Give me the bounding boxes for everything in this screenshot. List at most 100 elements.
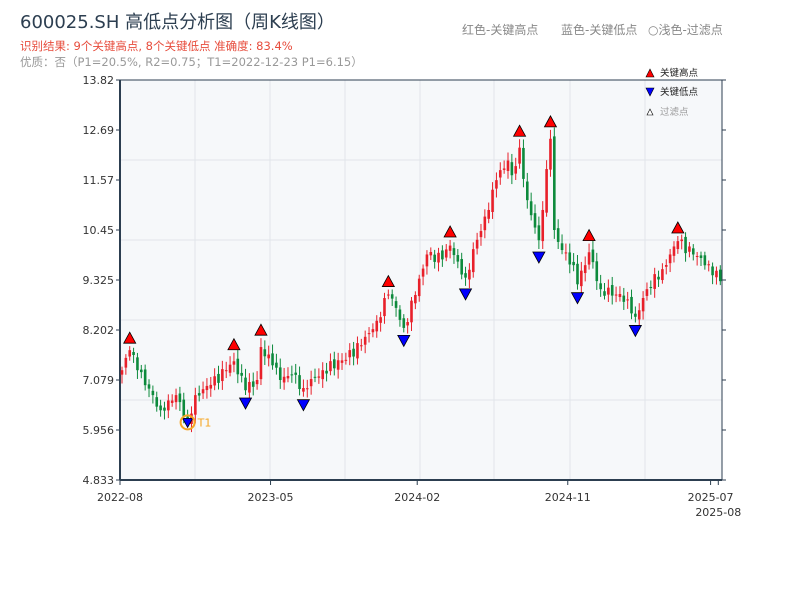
- candle-body: [205, 385, 209, 391]
- candle-body: [402, 318, 406, 328]
- candle-body: [271, 353, 274, 366]
- candle-body: [583, 265, 587, 274]
- candle-body: [290, 374, 294, 376]
- candle-body: [394, 301, 398, 308]
- candle-body: [580, 270, 583, 287]
- candle-body: [545, 169, 548, 213]
- candle-body: [707, 264, 711, 266]
- candle-body: [159, 405, 162, 411]
- candle-body: [414, 294, 417, 304]
- candle-body: [572, 261, 575, 266]
- candle-body: [715, 270, 718, 278]
- plot-background: [120, 80, 722, 480]
- candle-body: [174, 395, 178, 403]
- candle-body: [703, 255, 707, 266]
- x-tick-label: 2025-08: [695, 506, 741, 519]
- candle-body: [197, 393, 201, 396]
- y-tick-label: 8.202: [83, 324, 115, 337]
- key-high-marker: [381, 274, 396, 287]
- legend-high-label: 关键高点: [660, 67, 699, 79]
- candle-body: [336, 360, 340, 370]
- candle-body: [209, 384, 213, 389]
- candle-body: [182, 399, 186, 417]
- legend-low-icon: [645, 87, 655, 97]
- candle-body: [132, 352, 135, 356]
- candle-body: [522, 147, 525, 179]
- candle-body: [379, 317, 382, 323]
- candle-body: [302, 388, 305, 392]
- legend-low-label: 关键低点: [660, 86, 699, 98]
- candle-body: [475, 239, 479, 249]
- x-tick-label: 2024-02: [394, 491, 440, 504]
- y-tick-label: 11.57: [83, 174, 115, 187]
- candle-body: [699, 255, 703, 258]
- candle-body: [425, 254, 429, 267]
- candle-body: [468, 269, 471, 280]
- key-low-marker: [458, 288, 473, 301]
- candle-body: [676, 241, 680, 250]
- candle-body: [684, 236, 687, 254]
- candle-body: [147, 384, 151, 389]
- candle-body: [471, 249, 475, 273]
- candle-body: [618, 294, 622, 298]
- candle-body: [329, 361, 332, 372]
- y-tick-label: 5.956: [83, 424, 115, 437]
- y-tick-label: 10.45: [83, 224, 115, 237]
- candle-body: [657, 276, 660, 280]
- candle-body: [603, 291, 606, 296]
- candle-body: [333, 359, 336, 369]
- candle-body: [560, 243, 564, 251]
- candle-body: [325, 370, 328, 374]
- key-low-marker: [570, 292, 585, 305]
- candle-body: [163, 407, 166, 411]
- candle-body: [371, 329, 375, 333]
- candle-body: [576, 263, 579, 285]
- key-high-marker: [671, 221, 685, 234]
- candle-body: [502, 168, 506, 170]
- candle-body: [483, 216, 487, 231]
- candle-body: [128, 350, 132, 357]
- candle-body: [556, 228, 560, 242]
- candle-body: [143, 369, 147, 386]
- result-summary: 识别结果: 9个关键高点, 8个关键低点 准确度: 83.4%: [20, 39, 293, 53]
- candle-body: [251, 381, 255, 387]
- candle-body: [194, 395, 197, 415]
- candle-body: [167, 400, 170, 411]
- candle-body: [487, 209, 490, 219]
- candle-body: [236, 358, 240, 375]
- candle-body: [506, 160, 510, 171]
- candle-body: [680, 239, 683, 242]
- candle-body: [375, 320, 379, 332]
- key-high-marker: [543, 115, 558, 128]
- candle-body: [221, 369, 224, 382]
- candle-body: [614, 294, 618, 296]
- candle-body: [213, 376, 216, 386]
- candle-body: [441, 250, 444, 260]
- candle-body: [437, 252, 440, 263]
- candle-body: [541, 209, 545, 242]
- candle-body: [232, 361, 236, 365]
- candle-body: [309, 379, 313, 387]
- candle-body: [410, 300, 413, 323]
- candle-body: [421, 268, 425, 277]
- candle-body: [549, 138, 552, 170]
- candle-body: [429, 251, 433, 256]
- candle-body: [599, 283, 602, 290]
- candle-body: [661, 269, 664, 281]
- candle-body: [607, 287, 610, 295]
- candle-body: [591, 249, 595, 263]
- candle-body: [120, 370, 124, 375]
- candle-body: [564, 252, 568, 254]
- candle-body: [267, 354, 270, 359]
- y-tick-label: 9.325: [83, 274, 115, 287]
- candle-body: [275, 362, 278, 368]
- candle-body: [317, 376, 321, 378]
- candle-body: [641, 297, 645, 312]
- candle-body: [711, 266, 714, 276]
- candle-body: [691, 248, 695, 255]
- candle-body: [387, 294, 390, 296]
- legend-light-text: ○浅色-过滤点: [648, 23, 723, 37]
- candle-body: [240, 372, 243, 376]
- y-tick-label: 7.079: [83, 374, 115, 387]
